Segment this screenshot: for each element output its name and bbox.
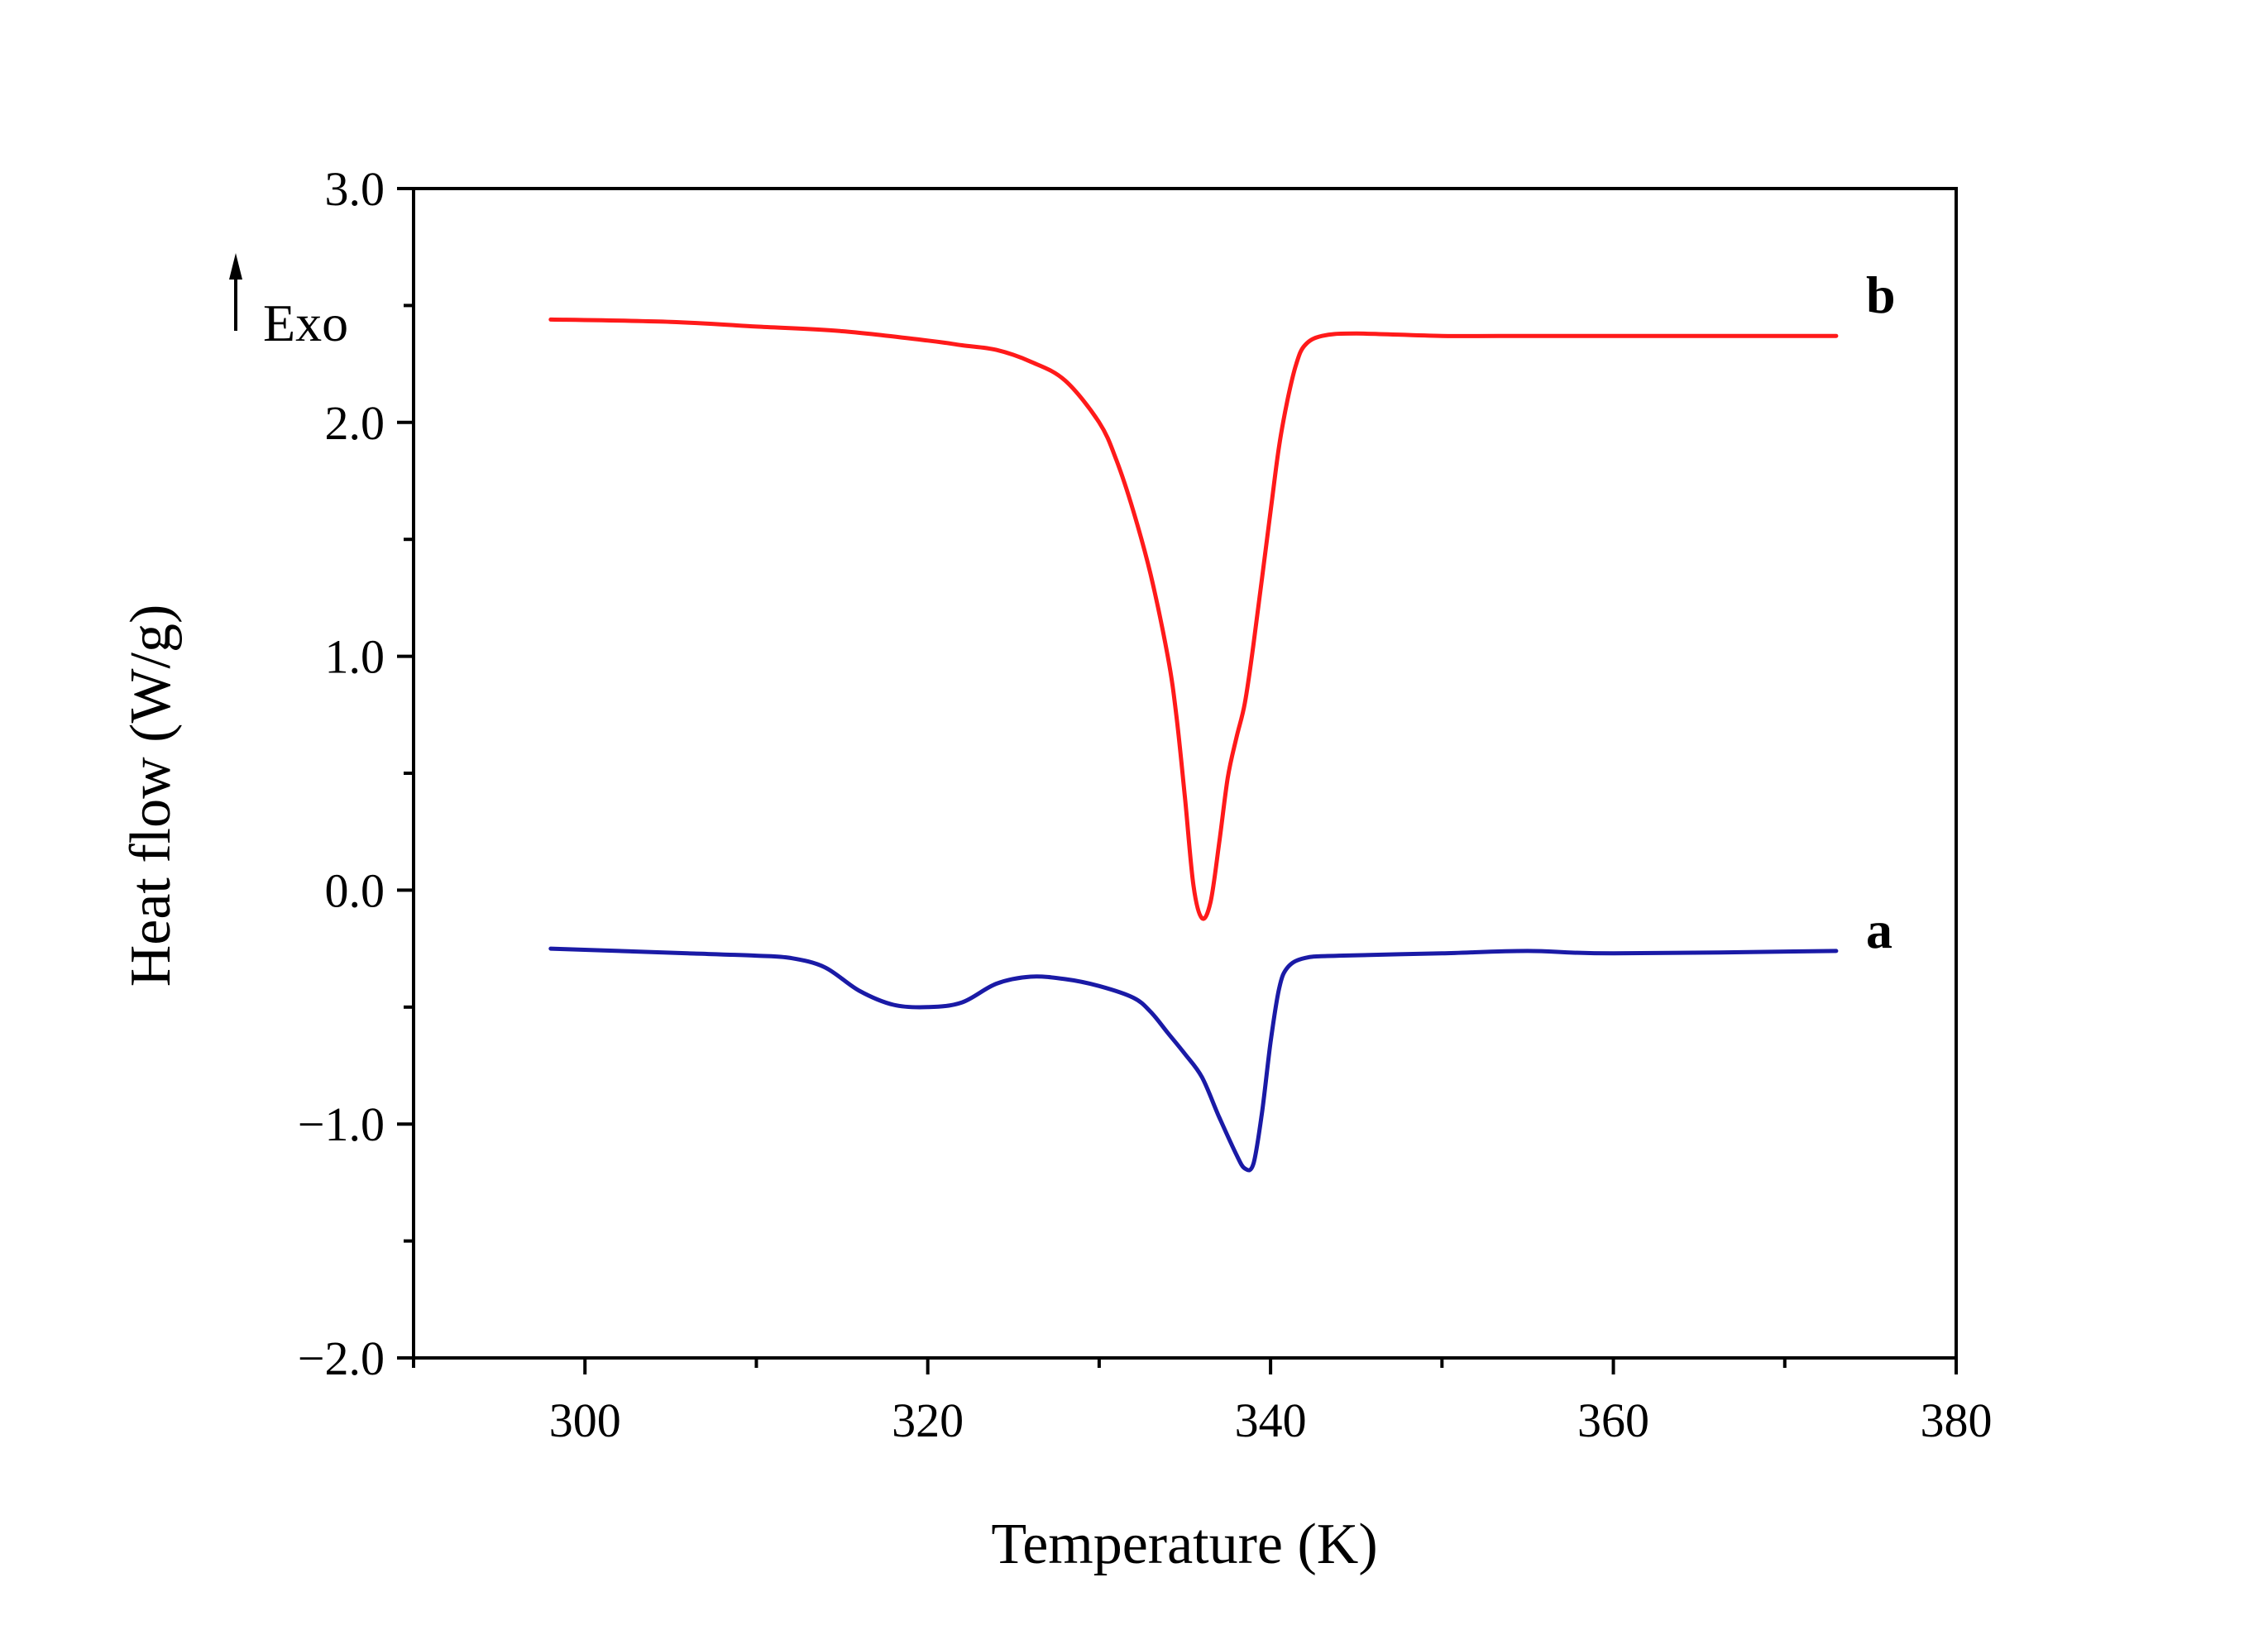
plot-frame	[412, 187, 1958, 1360]
data-series	[548, 317, 1839, 1173]
x-tick-label: 300	[549, 1393, 621, 1447]
y-tick-label: −2.0	[298, 1331, 385, 1385]
tick-labels: 300 320 340 360 380 −2.0 −1.0 0.0 1.0 2.0 3.0	[298, 162, 1993, 1447]
y-tick-label: 1.0	[325, 630, 385, 684]
series-b-label: b	[1866, 265, 1896, 324]
series-a-label: a	[1866, 901, 1892, 959]
x-axis-title: Temperature (K)	[991, 1513, 1377, 1576]
y-tick-label: 0.0	[325, 863, 385, 917]
y-axis-title: Heat flow (W/g)	[119, 605, 183, 987]
x-tick-label: 340	[1235, 1393, 1307, 1447]
x-tick-label: 320	[892, 1393, 964, 1447]
series-labels: ab	[1866, 265, 1896, 959]
y-tick-label: 3.0	[325, 162, 385, 216]
exo-arrow-head	[229, 253, 242, 280]
y-tick-label: 2.0	[325, 396, 385, 450]
exo-annotation: Exo	[229, 253, 348, 352]
y-tick-label: −1.0	[298, 1097, 385, 1151]
x-tick-label: 360	[1577, 1393, 1649, 1447]
x-tick-label: 380	[1921, 1393, 1993, 1447]
exo-label: Exo	[263, 294, 348, 352]
series-a-line	[548, 946, 1839, 1173]
series-b-line	[548, 317, 1839, 921]
